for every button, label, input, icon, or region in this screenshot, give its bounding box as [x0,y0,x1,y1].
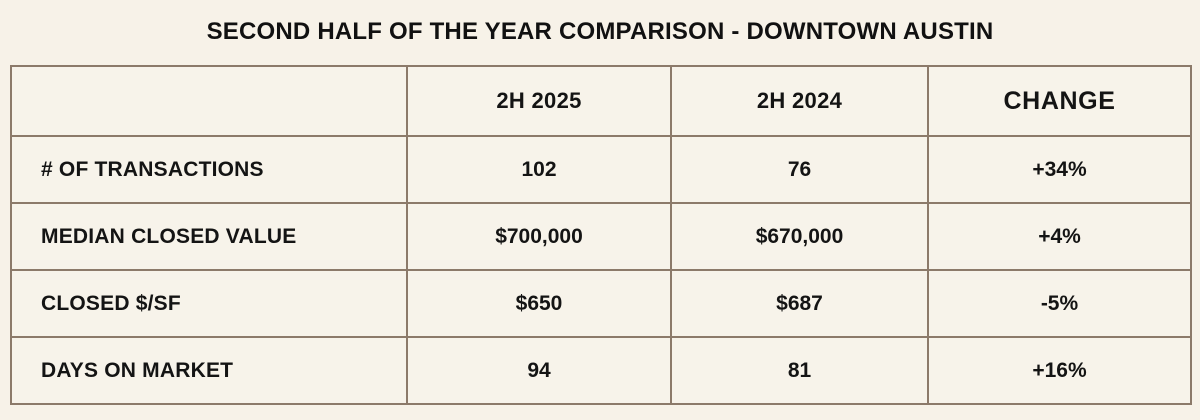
value-closed-sf-2025: $650 [406,269,672,338]
value-dom-2025: 94 [406,336,672,405]
col-header-2h-2024: 2H 2024 [670,65,929,137]
value-transactions-2024: 76 [670,135,929,204]
col-header-change: CHANGE [927,65,1192,137]
value-transactions-2025: 102 [406,135,672,204]
row-label-transactions: # OF TRANSACTIONS [10,135,408,204]
row-label-days-on-market: DAYS ON MARKET [10,336,408,405]
value-median-2025: $700,000 [406,202,672,271]
value-median-change: +4% [927,202,1192,271]
value-dom-change: +16% [927,336,1192,405]
row-label-median-closed-value: MEDIAN CLOSED VALUE [10,202,408,271]
value-dom-2024: 81 [670,336,929,405]
table-row-median-closed-value: MEDIAN CLOSED VALUE $700,000 $670,000 +4… [10,202,1192,271]
col-header-2h-2025: 2H 2025 [406,65,672,137]
header-row: 2H 2025 2H 2024 CHANGE [10,65,1192,137]
page-title: SECOND HALF OF THE YEAR COMPARISON - DOW… [206,18,994,45]
value-transactions-change: +34% [927,135,1192,204]
value-median-2024: $670,000 [670,202,929,271]
table-row-days-on-market: DAYS ON MARKET 94 81 +16% [10,336,1192,405]
table-row-transactions: # OF TRANSACTIONS 102 76 +34% [10,135,1192,204]
value-closed-sf-change: -5% [927,269,1192,338]
value-closed-sf-2024: $687 [670,269,929,338]
table-row-closed-per-sf: CLOSED $/SF $650 $687 -5% [10,269,1192,338]
row-label-closed-per-sf: CLOSED $/SF [10,269,408,338]
comparison-table: 2H 2025 2H 2024 CHANGE # OF TRANSACTIONS… [10,65,1192,405]
corner-cell [10,65,408,137]
